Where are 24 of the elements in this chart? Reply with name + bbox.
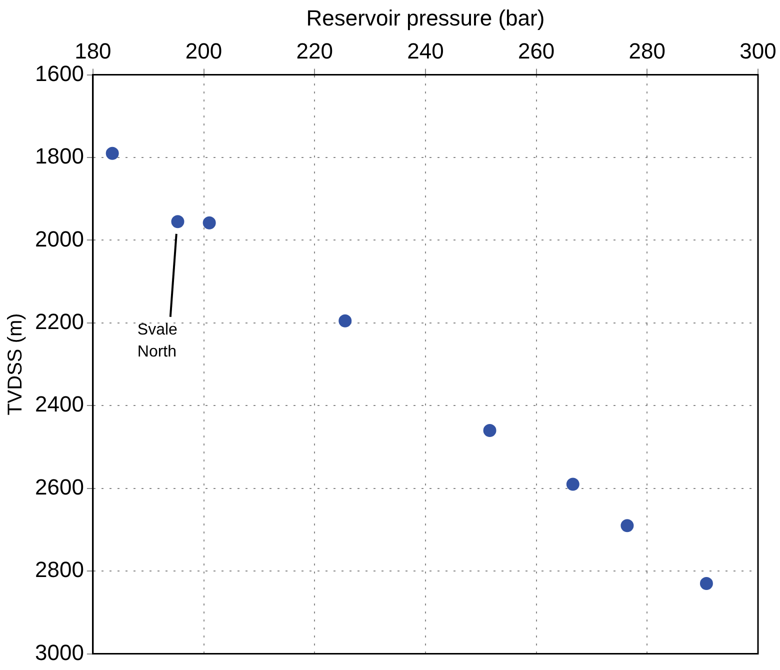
point [171, 215, 184, 228]
point [106, 146, 119, 160]
point [700, 576, 713, 590]
x-tick-label: 200 [185, 38, 222, 64]
x-axis-title: Reservoir pressure (bar) [306, 5, 545, 30]
y-tick-label: 3000 [34, 640, 84, 665]
x-tick-label: 220 [296, 38, 333, 64]
y-axis-title: TVDSS (m) [4, 313, 27, 416]
y-tick-label: 2600 [34, 474, 84, 500]
y-tick-label: 2800 [34, 557, 84, 582]
point [202, 216, 216, 230]
x-tick-label: 260 [518, 38, 555, 64]
point [620, 519, 634, 532]
x-tick-label: 280 [628, 38, 666, 64]
point [338, 314, 352, 328]
annotation: Svale North [137, 321, 178, 360]
y-tick-label: 2200 [34, 309, 84, 334]
x-tick-label: 240 [407, 38, 444, 64]
point [566, 478, 580, 491]
x-tick-label: 300 [740, 38, 776, 64]
y-tick-label: 2400 [34, 392, 84, 417]
y-tick-label: 1800 [34, 144, 84, 169]
point [483, 424, 496, 437]
y-tick-label: 2000 [34, 226, 84, 252]
